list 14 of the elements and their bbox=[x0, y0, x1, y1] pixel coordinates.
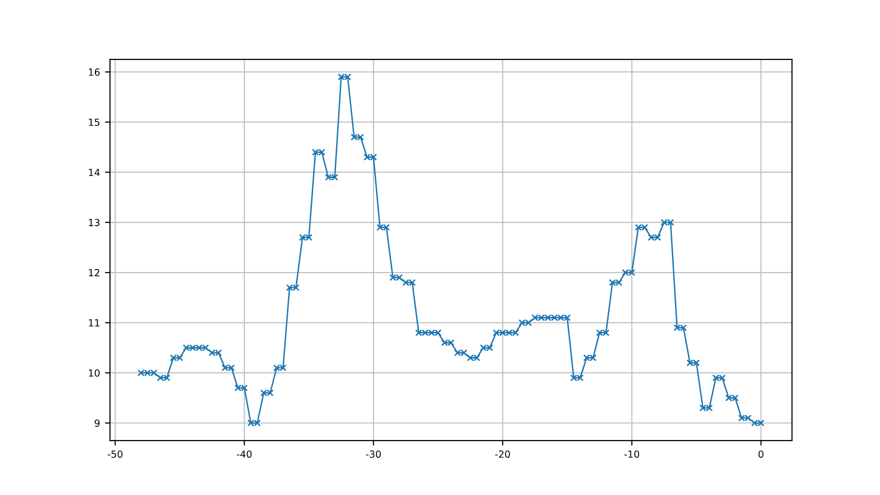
x-tick-label: 0 bbox=[758, 450, 764, 458]
x-tick-label: -40 bbox=[236, 450, 252, 458]
y-tick-label: 11 bbox=[88, 319, 100, 326]
x-tick-label: -50 bbox=[108, 450, 122, 458]
y-tick-label: 9 bbox=[94, 419, 100, 427]
x-tick-label: -20 bbox=[495, 450, 510, 458]
y-tick-label: 14 bbox=[88, 168, 100, 176]
y-tick-label: 10 bbox=[88, 369, 100, 377]
y-tick-label: 15 bbox=[88, 118, 100, 126]
y-tick-label: 13 bbox=[88, 218, 100, 226]
x-tick-label: -10 bbox=[624, 450, 640, 458]
x-tick-label: -30 bbox=[366, 450, 381, 458]
y-tick-label: 12 bbox=[88, 269, 100, 276]
y-tick-label: 16 bbox=[88, 68, 100, 76]
